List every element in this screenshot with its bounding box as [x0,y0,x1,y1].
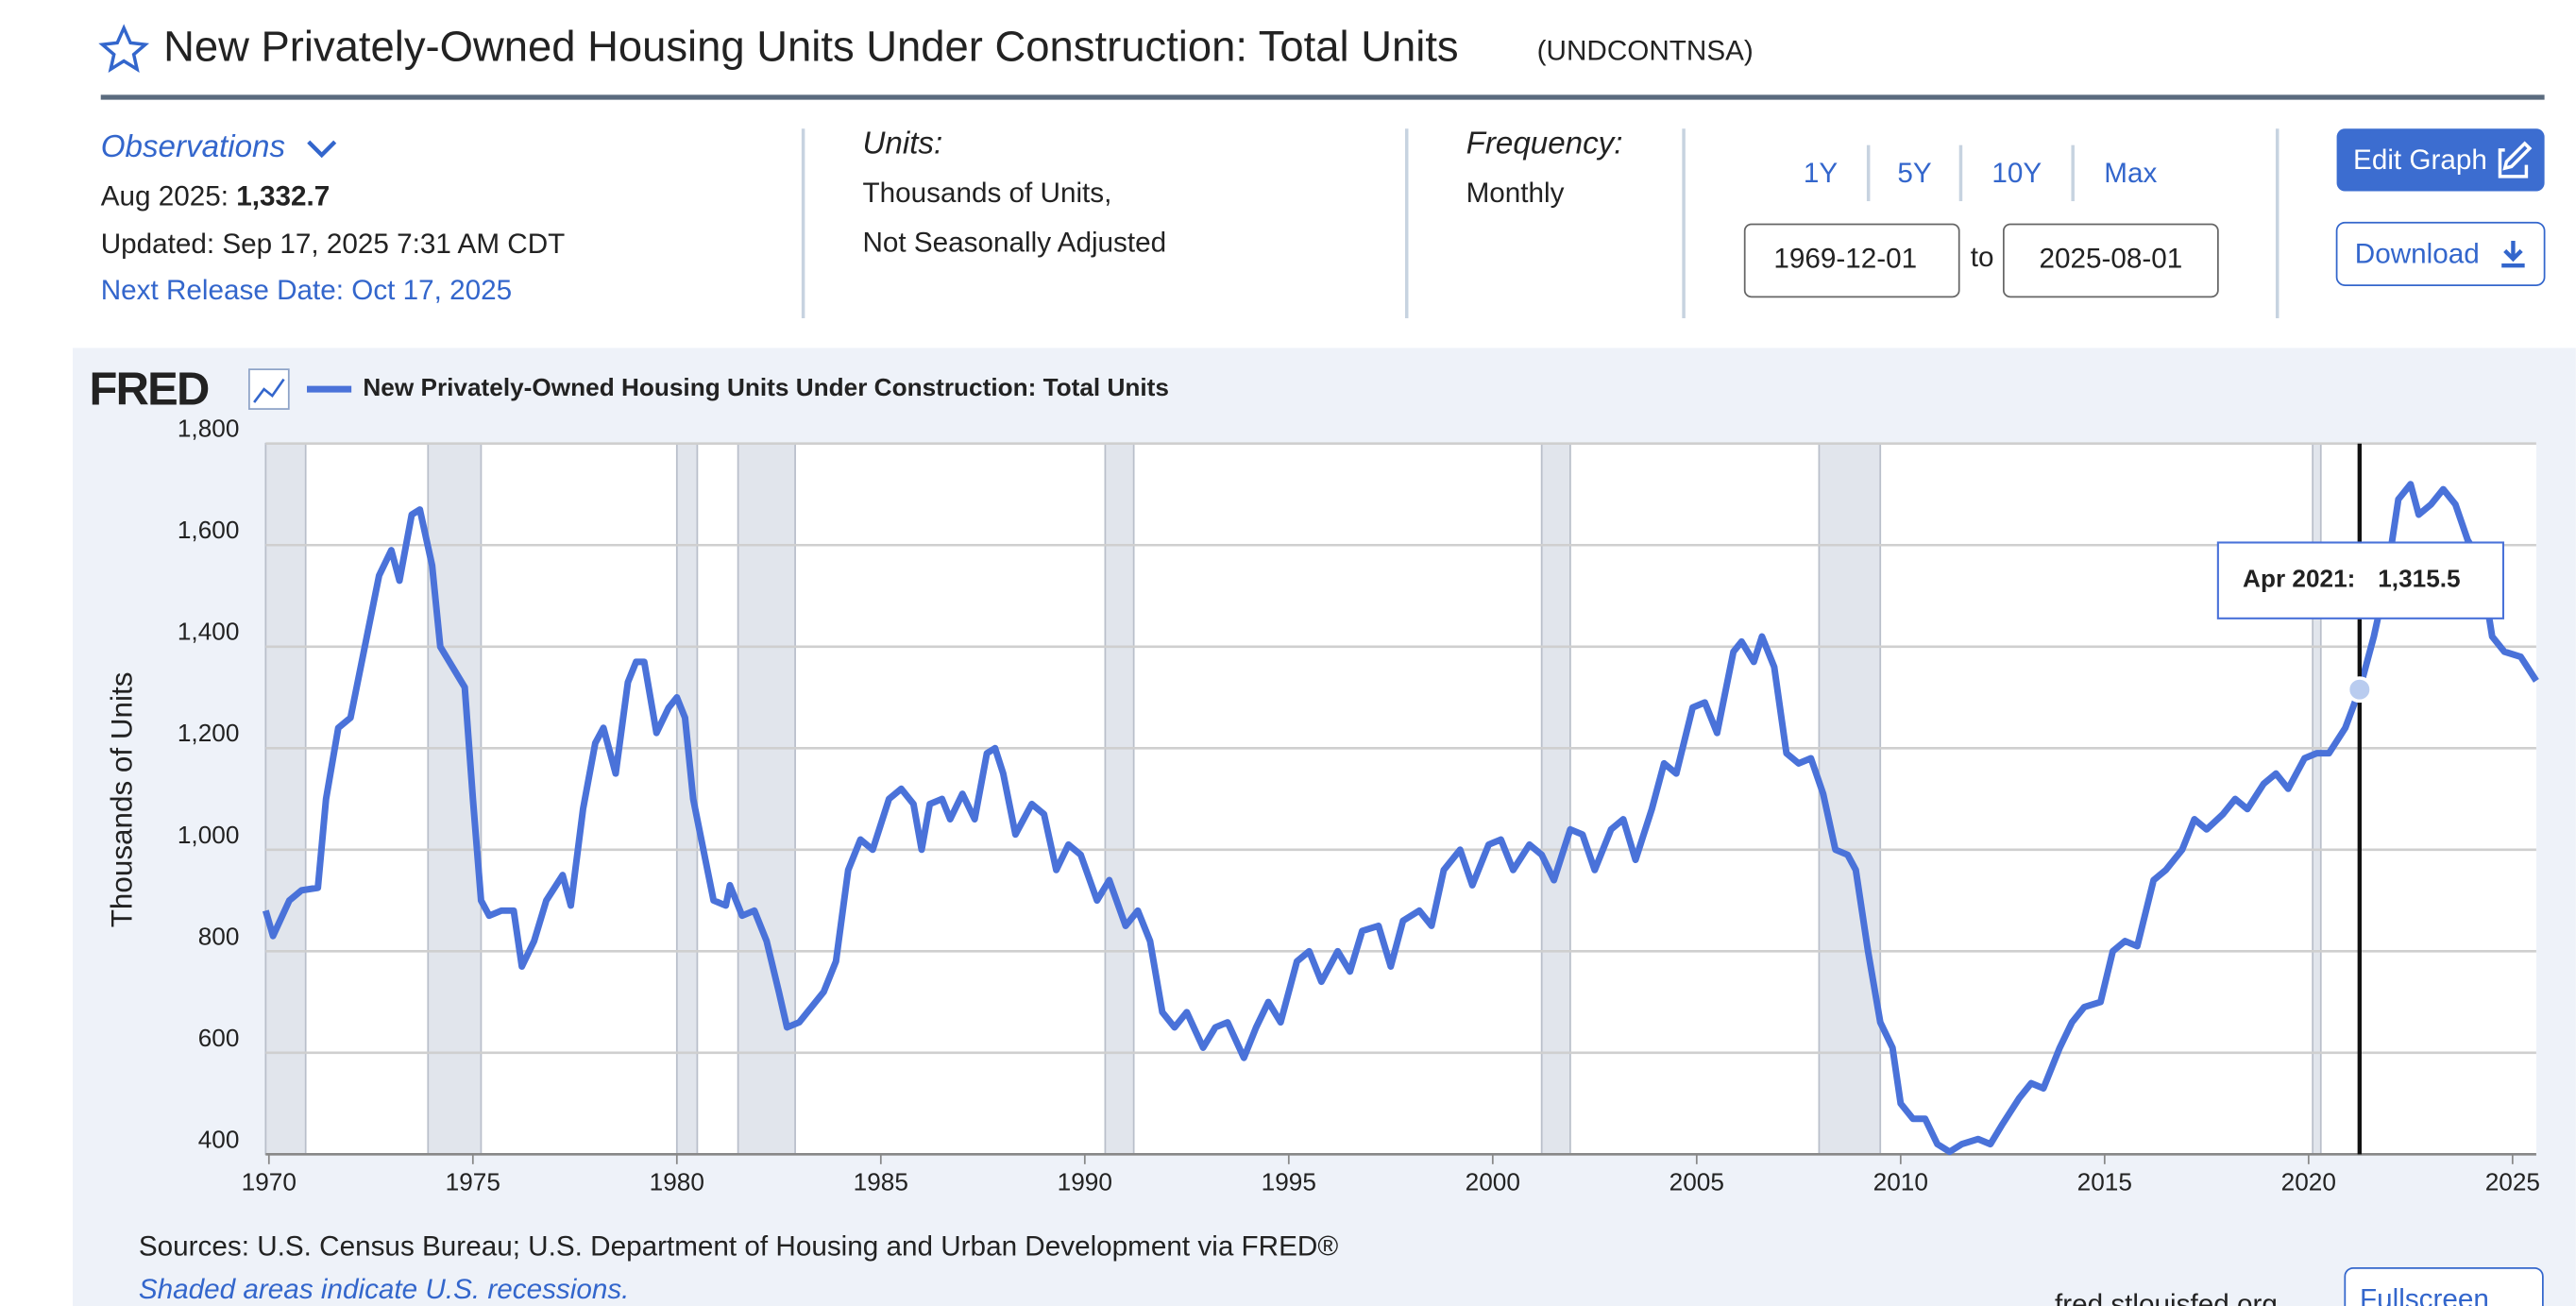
y-tick-label: 600 [198,1024,240,1052]
updated: Updated: Sep 17, 2025 7:31 AM CDT [101,229,566,260]
sources: Sources: U.S. Census Bureau; U.S. Depart… [139,1231,1338,1263]
x-tick-label: 1985 [854,1168,908,1196]
y-tick-label: 1,200 [178,719,240,747]
units-line: Thousands of Units, [862,178,1111,209]
recession-shade [1104,442,1135,1156]
x-tick-label: 2020 [2281,1168,2336,1196]
x-tick-label: 2025 [2485,1168,2540,1196]
fred-logo: FRED [90,365,210,416]
recession-shade [1818,442,1882,1156]
latest-observation: Aug 2025: 1,332.7 [101,180,330,212]
tooltip-box [2216,541,2505,619]
observations-toggle[interactable]: Observations [101,129,285,164]
range-buttons: 1Y 5Y 10Y Max [1804,158,2158,189]
x-tick-label: 1995 [1262,1168,1316,1196]
y-tick-label: 1,400 [178,618,240,646]
download-label: Download [2355,239,2480,270]
x-tick-label: 1975 [446,1168,500,1196]
recession-shade [1540,442,1571,1156]
next-release[interactable]: Next Release Date: Oct 17, 2025 [101,275,512,306]
shading-note[interactable]: Shaded areas indicate U.S. recessions. [139,1274,630,1305]
frequency-label: Frequency: [1466,126,1623,161]
frequency-value: Monthly [1466,178,1565,209]
start-date-input[interactable] [1743,223,1960,298]
legend-label: New Privately-Owned Housing Units Under … [363,373,1169,401]
end-date: 2025-08-01 [2039,244,2182,275]
y-tick-label: 1,600 [178,516,240,544]
plot: 400 600 800 1,000 1,200 1,400 1,600 1,800 1970 19… [105,415,2539,1196]
latest-value: 1,332.7 [236,180,330,212]
x-tick-label: 1970 [242,1168,297,1196]
y-axis-label: Thousands of Units [105,672,138,928]
x-tick-label: 2000 [1466,1168,1520,1196]
site: fred.stlouisfed.org [2055,1289,2278,1306]
logo-icon-line [253,378,285,403]
star-icon[interactable] [98,24,150,74]
recession-shade [264,442,307,1156]
x-tick-label: 2010 [1873,1168,1928,1196]
data-line [262,481,2539,1156]
range-button[interactable]: Max [2104,158,2157,189]
chevron[interactable] [307,140,337,159]
logo-icon [248,368,290,410]
x-tick-label: 1990 [1058,1168,1112,1196]
hover-point [2346,676,2373,704]
fullscreen-button[interactable] [2344,1266,2544,1306]
range-button[interactable]: 10Y [1991,158,2042,189]
end-date-input[interactable] [2002,223,2219,298]
y-tick-label: 800 [198,922,240,950]
page-title: New Privately-Owned Housing Units Under … [163,22,1459,70]
series-id: (UNDCONTNSA) [1537,36,1754,67]
latest-label: Aug 2025: [101,180,229,212]
edit-icon [2498,141,2533,178]
units-label: Units: [862,126,942,161]
edit-graph-button[interactable] [2336,128,2545,192]
x-tick-label: 2005 [1669,1168,1724,1196]
range-button[interactable]: 1Y [1804,158,1839,189]
start-date: 1969-12-01 [1773,244,1917,275]
tooltip-value: 1,315.5 [2378,565,2460,593]
download-button[interactable] [2335,221,2546,286]
x-tick-label: 2015 [2077,1168,2132,1196]
y-tick-label: 1,000 [178,821,240,849]
units-line: Not Seasonally Adjusted [862,227,1166,258]
edit-graph-label: Edit Graph [2353,144,2487,176]
date-to: to [1971,242,1994,273]
download-icon [2501,240,2525,268]
tooltip-date: Apr 2021: [2243,565,2355,593]
separators [801,128,2279,319]
recession-shade [737,442,796,1156]
plot-area [265,443,2536,1155]
y-tick-label: 400 [198,1125,240,1153]
fullscreen-label: Fullscreen [2360,1284,2489,1306]
range-button[interactable]: 5Y [1897,158,1932,189]
y-tick-label: 1,800 [178,415,240,443]
x-tick-label: 1980 [650,1168,704,1196]
